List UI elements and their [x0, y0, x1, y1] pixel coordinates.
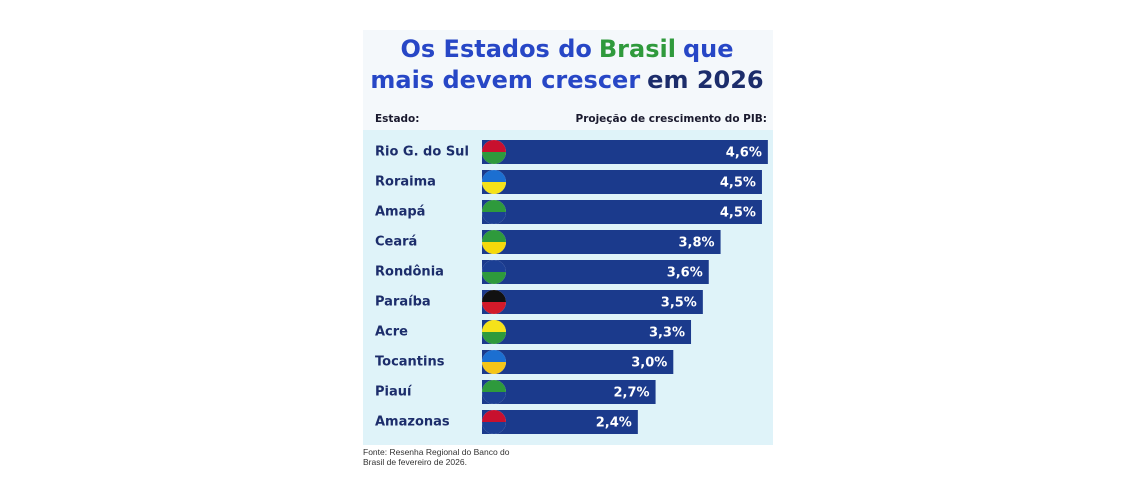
- bar: [482, 320, 692, 344]
- bar: [482, 260, 709, 284]
- bar: [482, 200, 762, 224]
- title-segment: em 2026: [647, 66, 763, 94]
- flag: [482, 272, 506, 284]
- flag: [482, 332, 506, 344]
- category-label: Roraima: [375, 175, 436, 190]
- value-header: Projeção de crescimento do PIB:: [576, 113, 768, 125]
- value-label: 2,7%: [614, 386, 650, 401]
- flag: [482, 260, 506, 272]
- bar: [482, 350, 674, 374]
- title-segment: que: [683, 35, 734, 63]
- flag: [482, 230, 506, 242]
- category-label: Ceará: [375, 235, 417, 250]
- bar: [482, 380, 656, 404]
- value-label: 2,4%: [596, 416, 632, 431]
- flag: [482, 392, 506, 404]
- bar: [482, 170, 762, 194]
- category-label: Amazonas: [375, 415, 450, 430]
- flag: [482, 200, 506, 212]
- category-label: Rondônia: [375, 265, 444, 280]
- value-label: 4,5%: [720, 206, 756, 221]
- flag: [482, 140, 506, 152]
- bar: [482, 290, 703, 314]
- flag: [482, 320, 506, 332]
- source-note: Fonte: Resenha Regional do Banco do Bras…: [363, 447, 510, 467]
- value-label: 3,8%: [679, 236, 715, 251]
- flag: [482, 170, 506, 182]
- category-header: Estado:: [375, 113, 419, 125]
- flag: [482, 410, 506, 422]
- flag: [482, 182, 506, 194]
- category-label: Tocantins: [375, 355, 445, 370]
- header-background: [363, 30, 773, 130]
- category-label: Amapá: [375, 205, 425, 220]
- title-segment: mais devem crescer: [370, 66, 640, 94]
- bar: [482, 410, 638, 434]
- flag: [482, 290, 506, 302]
- category-label: Acre: [375, 325, 408, 340]
- flag: [482, 152, 506, 164]
- chart-title: mais devem crescer em 2026: [370, 66, 763, 94]
- value-label: 3,3%: [649, 326, 685, 341]
- value-label: 3,5%: [661, 296, 697, 311]
- category-label: Paraíba: [375, 295, 431, 310]
- value-label: 4,6%: [726, 146, 762, 161]
- flag: [482, 242, 506, 254]
- value-label: 4,5%: [720, 176, 756, 191]
- flag: [482, 212, 506, 224]
- value-label: 3,0%: [631, 356, 667, 371]
- title-segment: Brasil: [599, 35, 676, 63]
- flag: [482, 350, 506, 362]
- title-segment: Os Estados do: [401, 35, 592, 63]
- category-label: Rio G. do Sul: [375, 145, 469, 160]
- value-label: 3,6%: [667, 266, 703, 281]
- flag: [482, 302, 506, 314]
- flag: [482, 380, 506, 392]
- bar: [482, 230, 721, 254]
- flag: [482, 422, 506, 434]
- flag: [482, 362, 506, 374]
- category-label: Piauí: [375, 385, 413, 400]
- chart-title: Os Estados do Brasil que: [401, 35, 734, 63]
- bar: [482, 140, 768, 164]
